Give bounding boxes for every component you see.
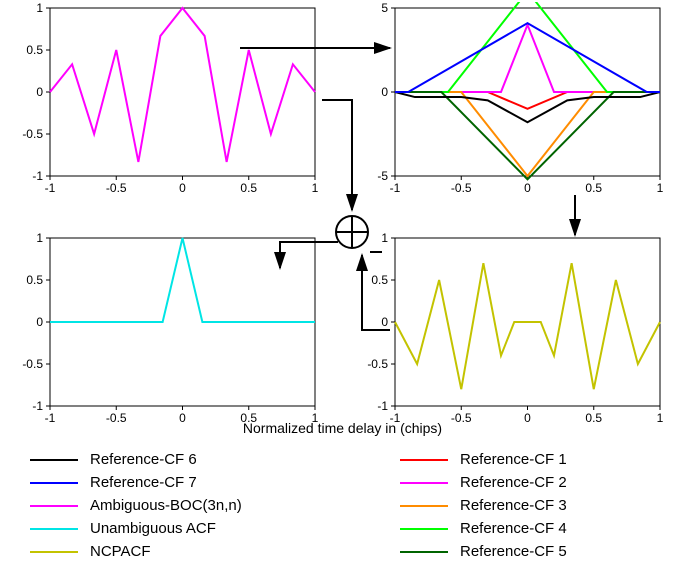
legend-item: Reference-CF 5 [400, 540, 567, 563]
legend-col-left: Reference-CF 6 Reference-CF 7 Ambiguous-BO… [30, 448, 242, 563]
legend-swatch [30, 528, 78, 530]
legend-item: Ambiguous-BOC(3n,n) [30, 494, 242, 517]
charts-area: -1 -0.5 0 0.5 1 -1 -0.5 0 0.5 1 -1 -0.5 0 0.5 1 -5 0 5 -… [0, 0, 685, 440]
legend-label: Reference-CF 2 [460, 474, 567, 491]
svg-text:0: 0 [36, 315, 43, 329]
svg-text:-5: -5 [377, 169, 388, 183]
x-axis-label: Normalized time delay in (chips) [0, 420, 685, 436]
legend-swatch [30, 482, 78, 484]
legend-swatch [400, 505, 448, 507]
legend-item: Reference-CF 3 [400, 494, 567, 517]
legend-col-right: Reference-CF 1 Reference-CF 2 Reference-CF… [400, 448, 567, 563]
svg-text:0: 0 [36, 85, 43, 99]
legend-swatch [30, 505, 78, 507]
svg-text:0.5: 0.5 [26, 273, 43, 287]
svg-text:0.5: 0.5 [240, 181, 257, 195]
svg-text:0.5: 0.5 [26, 43, 43, 57]
legend-swatch [400, 459, 448, 461]
legend-swatch [400, 482, 448, 484]
svg-text:0.5: 0.5 [585, 181, 602, 195]
svg-text:0.5: 0.5 [371, 273, 388, 287]
legend-swatch [30, 551, 78, 553]
legend-swatch [400, 528, 448, 530]
svg-text:5: 5 [381, 2, 388, 15]
legend-label: Unambiguous ACF [90, 520, 216, 537]
svg-text:-0.5: -0.5 [451, 181, 472, 195]
legend-swatch [400, 551, 448, 553]
legend-swatch [30, 459, 78, 461]
svg-text:0: 0 [381, 85, 388, 99]
svg-text:-0.5: -0.5 [367, 357, 388, 371]
legend-item: Reference-CF 7 [30, 471, 242, 494]
chart-top-left: -1 -0.5 0 0.5 1 -1 -0.5 0 0.5 1 [14, 2, 321, 196]
legend-label: Reference-CF 1 [460, 451, 567, 468]
svg-text:1: 1 [657, 181, 664, 195]
legend-item: Unambiguous ACF [30, 517, 242, 540]
legend-label: Ambiguous-BOC(3n,n) [90, 497, 242, 514]
svg-text:-1: -1 [45, 181, 56, 195]
svg-text:0: 0 [179, 181, 186, 195]
legend-label: Reference-CF 3 [460, 497, 567, 514]
legend-label: Reference-CF 5 [460, 543, 567, 560]
legend-item: Reference-CF 1 [400, 448, 567, 471]
legend-label: Reference-CF 4 [460, 520, 567, 537]
legend: Reference-CF 6 Reference-CF 7 Ambiguous-BO… [0, 448, 685, 588]
svg-text:1: 1 [36, 2, 43, 15]
legend-label: NCPACF [90, 543, 151, 560]
svg-text:1: 1 [312, 181, 319, 195]
svg-text:-1: -1 [32, 399, 43, 413]
svg-text:1: 1 [381, 232, 388, 245]
legend-label: Reference-CF 6 [90, 451, 197, 468]
legend-item: Reference-CF 4 [400, 517, 567, 540]
legend-item: NCPACF [30, 540, 242, 563]
svg-text:0: 0 [524, 181, 531, 195]
chart-bottom-left: -1-0.500.51-1-0.500.51 [14, 232, 321, 426]
chart-bottom-right: -1-0.500.51-1-0.500.51 [359, 232, 666, 426]
legend-item: Reference-CF 2 [400, 471, 567, 494]
legend-item: Reference-CF 6 [30, 448, 242, 471]
svg-text:0: 0 [381, 315, 388, 329]
svg-text:-0.5: -0.5 [22, 127, 43, 141]
legend-label: Reference-CF 7 [90, 474, 197, 491]
svg-text:-1: -1 [390, 181, 401, 195]
svg-text:1: 1 [36, 232, 43, 245]
svg-text:-1: -1 [32, 169, 43, 183]
svg-text:-1: -1 [377, 399, 388, 413]
chart-top-right: -1 -0.5 0 0.5 1 -5 0 5 [359, 2, 666, 196]
svg-text:-0.5: -0.5 [106, 181, 127, 195]
svg-text:-0.5: -0.5 [22, 357, 43, 371]
